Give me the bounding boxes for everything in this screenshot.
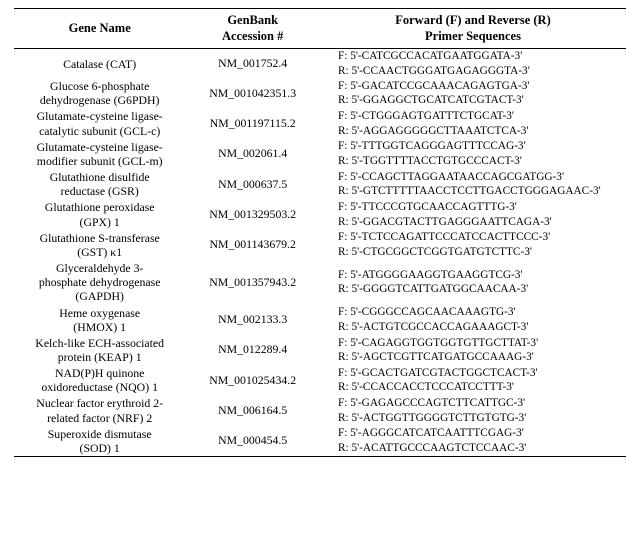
- table-row: Glutamate-cysteine ligase-catalytic subu…: [14, 108, 626, 138]
- accession-cell: NM_001025434.2: [185, 365, 320, 395]
- gene-name-cell: Glutathione S-transferase(GST) κ1: [14, 230, 185, 260]
- primer-sequence-cell: F: 5'-CCAGCTTAGGAATAACCAGCGATGG-3'R: 5'-…: [320, 169, 626, 199]
- primer-sequence-cell: F: 5'-CGGGCCAGCAACAAAGTG-3'R: 5'-ACTGTCG…: [320, 305, 626, 335]
- accession-cell: NM_002061.4: [185, 139, 320, 169]
- header-accession: GenBank Accession #: [185, 9, 320, 49]
- accession-cell: NM_001329503.2: [185, 199, 320, 229]
- primer-sequence-cell: F: 5'-AGGGCATCATCAATTTCGAG-3'R: 5'-ACATT…: [320, 426, 626, 457]
- primer-sequence-cell: F: 5'-GAGAGCCCAGTCTTCATTGC-3'R: 5'-ACTGG…: [320, 395, 626, 425]
- header-gene: Gene Name: [14, 9, 185, 49]
- table-row: Nuclear factor erythroid 2-related facto…: [14, 395, 626, 425]
- gene-name-cell: Glyceraldehyde 3-phosphate dehydrogenase…: [14, 260, 185, 304]
- table-row: Glutathione peroxidase(GPX) 1NM_00132950…: [14, 199, 626, 229]
- gene-name-cell: NAD(P)H quinoneoxidoreductase (NQO) 1: [14, 365, 185, 395]
- accession-cell: NM_002133.3: [185, 305, 320, 335]
- table-row: Glyceraldehyde 3-phosphate dehydrogenase…: [14, 260, 626, 304]
- primer-sequence-cell: F: 5'-GACATCCGCAAACAGAGTGA-3'R: 5'-GGAGG…: [320, 78, 626, 108]
- accession-cell: NM_001143679.2: [185, 230, 320, 260]
- table-row: Glutathione S-transferase(GST) κ1NM_0011…: [14, 230, 626, 260]
- primer-sequence-cell: F: 5'-TTCCCGTGCAACCAGTTTG-3'R: 5'-GGACGT…: [320, 199, 626, 229]
- gene-name-cell: Superoxide dismutase(SOD) 1: [14, 426, 185, 457]
- accession-cell: NM_001197115.2: [185, 108, 320, 138]
- table-row: Glutamate-cysteine ligase-modifier subun…: [14, 139, 626, 169]
- primer-sequence-cell: F: 5'-TCTCCAGATTCCCATCCACTTCCC-3'R: 5'-C…: [320, 230, 626, 260]
- primer-sequence-cell: F: 5'-ATGGGGAAGGTGAAGGTCG-3'R: 5'-GGGGTC…: [320, 260, 626, 304]
- accession-cell: NM_001752.4: [185, 49, 320, 78]
- table-row: Kelch-like ECH-associatedprotein (KEAP) …: [14, 335, 626, 365]
- table-row: Superoxide dismutase(SOD) 1NM_000454.5F:…: [14, 426, 626, 457]
- table-row: Heme oxygenase(HMOX) 1NM_002133.3F: 5'-C…: [14, 305, 626, 335]
- table-row: Catalase (CAT)NM_001752.4F: 5'-CATCGCCAC…: [14, 49, 626, 78]
- header-row: Gene Name GenBank Accession # Forward (F…: [14, 9, 626, 49]
- gene-name-cell: Catalase (CAT): [14, 49, 185, 78]
- gene-name-cell: Glutamate-cysteine ligase-catalytic subu…: [14, 108, 185, 138]
- gene-name-cell: Kelch-like ECH-associatedprotein (KEAP) …: [14, 335, 185, 365]
- accession-cell: NM_001042351.3: [185, 78, 320, 108]
- gene-name-cell: Glutathione disulfidereductase (GSR): [14, 169, 185, 199]
- gene-name-cell: Nuclear factor erythroid 2-related facto…: [14, 395, 185, 425]
- accession-cell: NM_012289.4: [185, 335, 320, 365]
- accession-cell: NM_000454.5: [185, 426, 320, 457]
- primer-sequence-cell: F: 5'-CATCGCCACATGAATGGATA-3'R: 5'-CCAAC…: [320, 49, 626, 78]
- gene-name-cell: Heme oxygenase(HMOX) 1: [14, 305, 185, 335]
- header-primer: Forward (F) and Reverse (R) Primer Seque…: [320, 9, 626, 49]
- primer-sequence-cell: F: 5'-CTGGGAGTGATTTCTGCAT-3'R: 5'-AGGAGG…: [320, 108, 626, 138]
- table-row: NAD(P)H quinoneoxidoreductase (NQO) 1NM_…: [14, 365, 626, 395]
- table-row: Glucose 6-phosphatedehydrogenase (G6PDH)…: [14, 78, 626, 108]
- table-row: Glutathione disulfidereductase (GSR)NM_0…: [14, 169, 626, 199]
- primer-sequence-cell: F: 5'-GCACTGATCGTACTGGCTCACT-3'R: 5'-CCA…: [320, 365, 626, 395]
- primer-sequence-cell: F: 5'-TTTGGTCAGGGAGTTTCCAG-3'R: 5'-TGGTT…: [320, 139, 626, 169]
- primer-table: Gene Name GenBank Accession # Forward (F…: [14, 8, 626, 457]
- accession-cell: NM_006164.5: [185, 395, 320, 425]
- gene-name-cell: Glutamate-cysteine ligase-modifier subun…: [14, 139, 185, 169]
- accession-cell: NM_000637.5: [185, 169, 320, 199]
- gene-name-cell: Glucose 6-phosphatedehydrogenase (G6PDH): [14, 78, 185, 108]
- accession-cell: NM_001357943.2: [185, 260, 320, 304]
- primer-sequence-cell: F: 5'-CAGAGGTGGTGGTGTTGCTTAT-3'R: 5'-AGC…: [320, 335, 626, 365]
- gene-name-cell: Glutathione peroxidase(GPX) 1: [14, 199, 185, 229]
